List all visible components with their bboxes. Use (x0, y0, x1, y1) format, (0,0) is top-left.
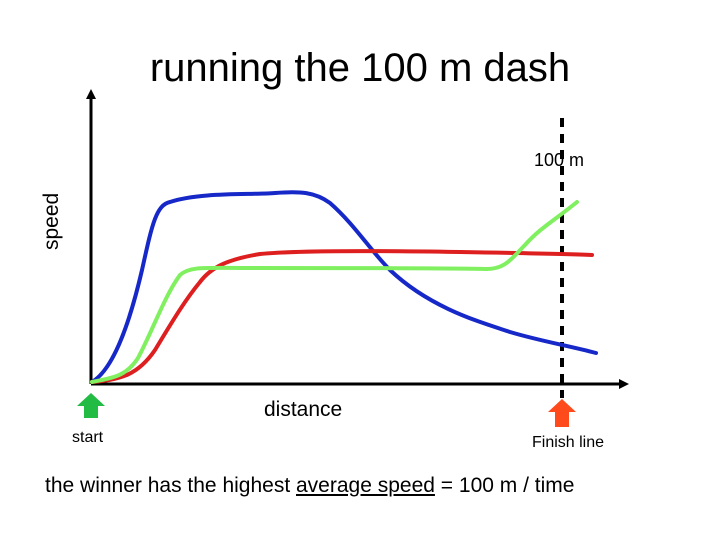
finish-distance-label: 100 m (534, 150, 585, 170)
red-runner-curve (90, 249, 594, 384)
x-axis-label: distance (264, 398, 343, 421)
page-title: running the 100 m dash (149, 46, 571, 90)
green-runner-curve (90, 200, 579, 384)
start-label: start (72, 429, 104, 446)
caption-emphasis: average speed (296, 474, 435, 497)
start-arrow-icon (77, 393, 105, 418)
caption: the winner has the highest average speed… (45, 474, 574, 498)
finish-arrow-icon (548, 399, 576, 427)
y-axis-label: speed (40, 192, 63, 250)
caption-prefix: the winner has the highest (45, 474, 296, 497)
finish-line-label: Finish line (532, 434, 605, 451)
blue-runner-curve (90, 190, 598, 384)
caption-suffix: = 100 m / time (434, 474, 575, 497)
